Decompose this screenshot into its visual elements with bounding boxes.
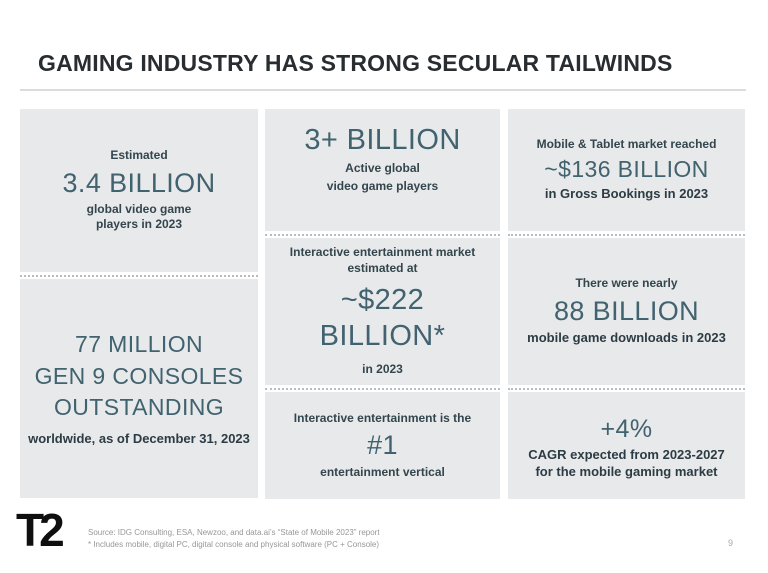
title-underline xyxy=(20,89,746,91)
stat-value: ~$136 BILLION xyxy=(544,155,709,182)
source-note: Source: IDG Consulting, ESA, Newzoo, and… xyxy=(88,527,380,551)
stat-value: GEN 9 CONSOLES xyxy=(34,362,244,389)
card-sublabel: in Gross Bookings in 2023 xyxy=(544,186,709,202)
stat-value: BILLION* xyxy=(319,320,446,353)
dotted-divider xyxy=(265,385,500,392)
stat-value: +4% xyxy=(600,414,653,443)
stat-card-gen9-consoles: 77 MILLION GEN 9 CONSOLES OUTSTANDING wo… xyxy=(20,279,258,498)
slide-title: GAMING INDUSTRY HAS STRONG SECULAR TAILW… xyxy=(38,50,673,76)
stat-column-right: Mobile & Tablet market reached ~$136 BIL… xyxy=(508,109,745,499)
stat-card-mobile-tablet-market: Mobile & Tablet market reached ~$136 BIL… xyxy=(508,109,745,231)
t2-logo: T2 xyxy=(16,504,65,556)
stat-value: OUTSTANDING xyxy=(53,393,225,420)
dotted-divider xyxy=(20,272,258,279)
dotted-divider xyxy=(265,231,500,238)
stat-card-entertainment-vertical: Interactive entertainment is the #1 ente… xyxy=(265,392,500,499)
card-label-bottom: in 2023 xyxy=(362,362,403,377)
source-line-2: * Includes mobile, digital PC, digital c… xyxy=(88,540,380,549)
stat-value: 88 BILLION xyxy=(553,295,700,326)
stat-column-left: Estimated 3.4 BILLION global video game … xyxy=(20,109,258,498)
card-sublabel: CAGR expected from 2023-2027 xyxy=(528,446,725,462)
card-label-bottom: global video game xyxy=(86,201,192,216)
stat-card-global-players: Estimated 3.4 BILLION global video game … xyxy=(20,109,258,272)
card-label-top: Mobile & Tablet market reached xyxy=(536,136,717,151)
card-label-top: Interactive entertainment market xyxy=(289,245,476,260)
stat-card-mobile-downloads: There were nearly 88 BILLION mobile game… xyxy=(508,238,745,385)
stat-card-mobile-cagr: +4% CAGR expected from 2023-2027 for the… xyxy=(508,392,745,499)
card-label: video game players xyxy=(326,179,439,194)
source-line-1: Source: IDG Consulting, ESA, Newzoo, and… xyxy=(88,528,380,537)
card-label-top: Estimated xyxy=(110,147,168,162)
card-label-bottom: players in 2023 xyxy=(95,217,183,232)
card-label-top: Interactive entertainment is the xyxy=(293,410,472,425)
card-label-top: There were nearly xyxy=(575,276,678,291)
stat-card-market-size: Interactive entertainment market estimat… xyxy=(265,238,500,385)
card-label-top: estimated at xyxy=(347,260,418,275)
stat-value: ~$222 xyxy=(340,283,425,316)
page-number: 9 xyxy=(728,538,734,548)
dotted-divider xyxy=(508,385,745,392)
stat-value: 3+ BILLION xyxy=(304,124,461,156)
dotted-divider xyxy=(508,231,745,238)
stat-column-center: 3+ BILLION Active global video game play… xyxy=(265,109,500,499)
stat-value: 3.4 BILLION xyxy=(62,167,216,198)
card-sublabel: worldwide, as of December 31, 2023 xyxy=(28,430,250,446)
stat-card-active-players: 3+ BILLION Active global video game play… xyxy=(265,109,500,231)
card-label-bottom: entertainment vertical xyxy=(320,464,445,479)
card-label: Active global xyxy=(345,160,420,175)
stat-value: #1 xyxy=(367,430,398,461)
card-sublabel: for the mobile gaming market xyxy=(535,463,718,479)
card-sublabel: mobile game downloads in 2023 xyxy=(527,330,726,346)
stat-value: 77 MILLION xyxy=(75,331,203,358)
